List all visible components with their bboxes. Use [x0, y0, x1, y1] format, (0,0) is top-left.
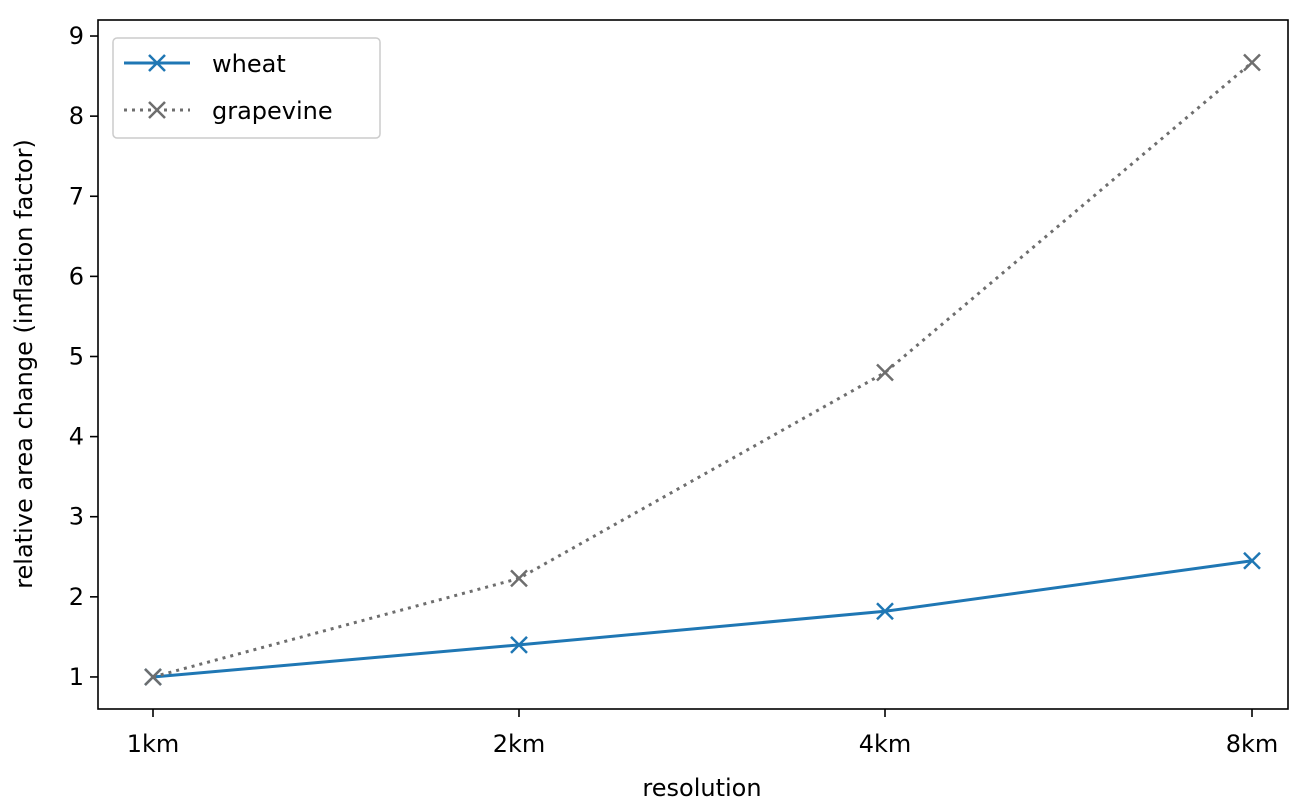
- x-axis-label: resolution: [642, 774, 761, 802]
- x-tick-label: 1km: [127, 730, 180, 758]
- y-tick-label: 1: [69, 663, 84, 691]
- y-axis-ticks: 1 2 3 4 5 6 7 8 9: [69, 22, 98, 691]
- data-point-grapevine-0: [144, 668, 162, 686]
- legend-wheat-marker: [148, 54, 166, 72]
- y-tick-label: 9: [69, 22, 84, 50]
- x-axis-ticks: 1km 2km 4km 8km: [127, 709, 1279, 758]
- data-point-grapevine-1: [510, 569, 528, 588]
- y-tick-label: 7: [69, 182, 84, 210]
- x-tick-label: 4km: [859, 730, 912, 758]
- y-tick-label: 2: [69, 583, 84, 611]
- y-tick-label: 8: [69, 102, 84, 130]
- legend: wheat grapevine: [112, 37, 381, 139]
- y-tick-label: 6: [69, 262, 84, 290]
- data-point-wheat-3: [1243, 551, 1261, 570]
- data-point-wheat-2: [876, 602, 894, 621]
- legend-wheat-label: wheat: [212, 50, 286, 78]
- series-line-wheat: [152, 559, 1253, 679]
- legend-grapevine-label: grapevine: [212, 97, 333, 125]
- y-tick-label: 5: [69, 342, 84, 370]
- data-point-grapevine-3: [1243, 53, 1261, 72]
- data-point-grapevine-2: [876, 363, 894, 382]
- plot-frame: [97, 19, 1289, 710]
- data-point-wheat-1: [510, 636, 528, 654]
- x-tick-label: 2km: [493, 730, 546, 758]
- y-tick-label: 3: [69, 503, 84, 531]
- legend-grapevine-marker: [148, 101, 166, 119]
- series-layer: [144, 53, 1261, 686]
- y-axis-label: relative area change (inflation factor): [10, 139, 38, 589]
- x-tick-label: 8km: [1226, 730, 1279, 758]
- y-tick-label: 4: [69, 423, 84, 451]
